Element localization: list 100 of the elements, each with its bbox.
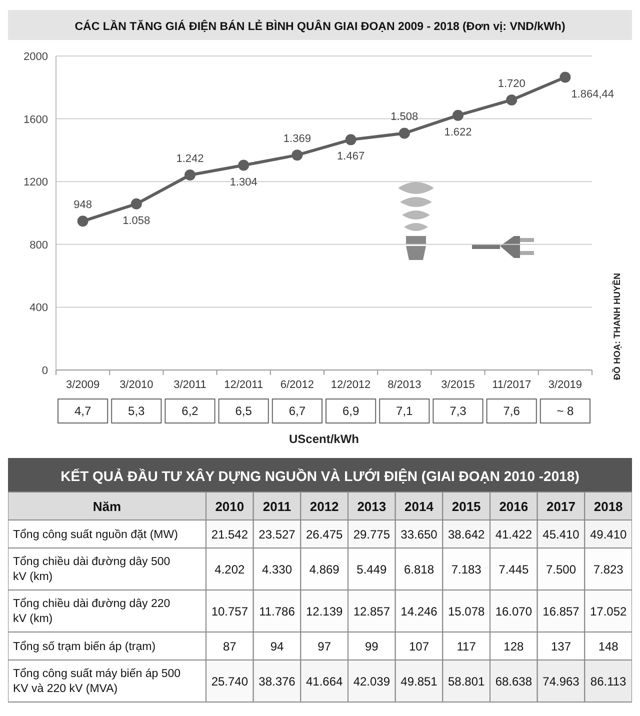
data-label: 148 [598, 640, 619, 654]
x-tick-label: 12/2012 [330, 379, 371, 391]
x-tick-label: 3/2015 [441, 379, 475, 391]
text: 6,5 [235, 404, 252, 418]
y-tick-label: 1200 [24, 176, 48, 189]
x-tick-label: 3/2010 [120, 379, 154, 391]
data-label: 29.775 [353, 528, 390, 542]
y-tick-label: Tổng số trạm biến áp (trạm) [13, 640, 156, 653]
y-tick-label: Tổng công suất nguồn đặt (MW) [13, 528, 178, 541]
x-tick-label: 3/2019 [548, 379, 582, 391]
data-label: 4.202 [214, 562, 246, 576]
data-label: 33.650 [400, 528, 438, 542]
data-label: 12.139 [306, 604, 344, 618]
x-tick-label: 8/2013 [388, 379, 422, 391]
x-tick-label: 6/2012 [280, 379, 314, 391]
data-label: 41.664 [306, 674, 344, 688]
text: 7,6 [503, 404, 520, 418]
text: 1.369 [283, 133, 311, 146]
point [452, 110, 464, 121]
x-tick-label: 2014 [404, 499, 434, 514]
data-label: 117 [456, 640, 476, 654]
x-tick-label: 12/2011 [224, 379, 264, 391]
data-label: 21.542 [211, 528, 248, 542]
data-label: 7.183 [451, 562, 482, 576]
text: 7,3 [450, 404, 467, 418]
data-label: 38.642 [448, 528, 486, 542]
data-label: 68.638 [495, 674, 532, 688]
text: 1.864,44 [571, 88, 614, 100]
point [184, 170, 196, 181]
x-tick-label: 3/2011 [174, 379, 206, 391]
data-label: 7.500 [546, 562, 576, 576]
x-tick-label: 3/2009 [66, 379, 100, 391]
text: 4,7 [74, 404, 92, 418]
data-label: 11.786 [259, 604, 296, 618]
text: 948 [74, 199, 92, 212]
data-label: 7.445 [498, 562, 530, 576]
data-label: 12.857 [353, 604, 390, 618]
point [560, 72, 571, 83]
y-tick-label: 800 [30, 239, 48, 252]
data-label: 4.869 [309, 562, 340, 576]
data-label: 17.052 [590, 604, 628, 618]
x-tick-label: 2016 [499, 499, 528, 514]
data-label: 74.963 [542, 674, 580, 688]
point [345, 134, 356, 146]
data-label: 38.376 [258, 674, 296, 688]
point [398, 128, 410, 139]
x-axis-title: UScent/kWh [288, 432, 360, 446]
data-label: 42.039 [353, 674, 390, 688]
x-tick-label: 2011 [262, 499, 292, 514]
text: 1.508 [390, 111, 418, 124]
x-tick-label: 2012 [310, 499, 339, 514]
text: 5,3 [128, 404, 146, 418]
data-label: 87 [222, 640, 237, 654]
text: 1.058 [122, 214, 150, 227]
data-label: 15.078 [448, 604, 486, 618]
data-label: 41.422 [495, 528, 532, 542]
data-label: 7.823 [593, 562, 624, 576]
data-label: 128 [504, 640, 524, 654]
data-label: 5.449 [356, 562, 388, 576]
text: 1.304 [230, 176, 258, 188]
y-tick-label: 2000 [24, 51, 48, 63]
data-label: 23.527 [258, 528, 296, 542]
data-label: 4.330 [262, 562, 292, 576]
data-label: 97 [318, 640, 332, 654]
x-tick-label: 2010 [215, 499, 244, 514]
point [292, 150, 303, 161]
y-tick-label: 0 [42, 365, 48, 377]
text: 1.720 [498, 78, 526, 90]
data-label: 45.410 [542, 528, 580, 542]
text: 6,2 [182, 404, 199, 418]
y-tick-label: Tổng chiều dài đường dây 220 kV (km) [13, 597, 170, 625]
text: ~ 8 [556, 404, 574, 418]
chart-title: CÁC LẦN TĂNG GIÁ ĐIỆN BÁN LẺ BÌNH QUÂN GIAI ĐOẠN 2009 - 2018 (Đơn vị: VND/kWh) [74, 19, 566, 33]
data-label: 99 [364, 640, 379, 654]
data-label: 49.410 [590, 528, 628, 542]
y-tick-label: 1600 [24, 114, 48, 126]
data-label: 16.070 [495, 604, 532, 618]
text: 6,9 [342, 404, 360, 418]
point [77, 216, 88, 227]
data-label: 137 [550, 640, 572, 654]
text: ĐỒ HOẠ: THANH HUYỀN [611, 273, 622, 380]
x-tick-label: 2015 [452, 499, 481, 514]
y-tick-label: Tổng chiều dài đường dây 500 kV (km) [13, 555, 170, 583]
data-label: 26.475 [306, 528, 344, 542]
text: 1.467 [337, 150, 365, 163]
x-tick-label: 11/2017 [492, 379, 532, 391]
data-label: 58.801 [448, 674, 486, 688]
data-label: 49.851 [400, 674, 438, 688]
point [130, 198, 142, 210]
point [238, 160, 250, 171]
x-tick-label: 2013 [357, 499, 386, 514]
data-label: 25.740 [211, 674, 248, 688]
data-label: 10.757 [211, 604, 248, 618]
data-label: 86.113 [590, 674, 627, 688]
data-label: 6.818 [404, 562, 434, 576]
text: 6,7 [288, 404, 306, 418]
point [506, 94, 518, 106]
text: 1.242 [176, 153, 204, 166]
x-tick-label: 2018 [594, 499, 623, 514]
y-tick-label: 400 [30, 302, 48, 314]
